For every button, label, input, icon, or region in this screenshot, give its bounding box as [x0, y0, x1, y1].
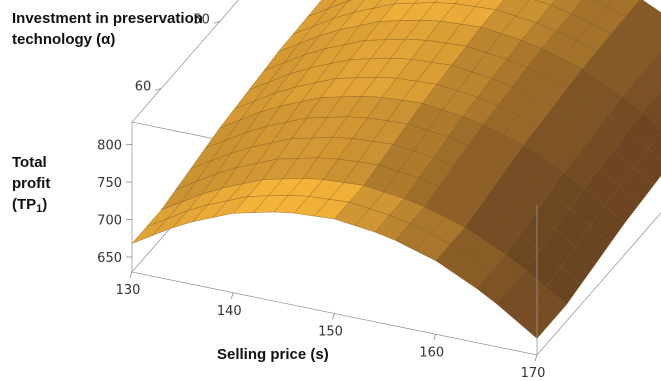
y-axis-label-line-2: technology (α)	[12, 31, 116, 48]
profit-surface	[131, 0, 661, 339]
y-tick-mark	[155, 88, 162, 91]
x-tick-mark	[230, 292, 234, 299]
surface-patch	[131, 218, 168, 244]
box-edge	[131, 0, 239, 123]
z-tick-label: 800	[97, 139, 122, 154]
y-axis-label-line-1: Investment in preservation	[12, 10, 203, 27]
surface-patch	[657, 89, 661, 98]
y-tick-label: 60	[135, 79, 152, 94]
z-axis-label-subscript: 1	[36, 203, 43, 215]
x-axis-label: Selling price (s)	[217, 346, 329, 363]
x-tick-label: 140	[217, 304, 242, 319]
x-tick-mark	[129, 271, 133, 279]
x-tick-label: 170	[521, 366, 546, 381]
x-tick-mark	[332, 313, 335, 320]
z-axis-label-line-3: (TP1)	[12, 194, 92, 217]
z-axis-label-line-1: Total	[12, 154, 47, 171]
axis-ticks: 13014015016017030405060650700750800	[97, 12, 546, 381]
box-edge	[536, 212, 661, 356]
x-tick-mark	[433, 334, 437, 341]
y-axis-label: Investment in preservation technology (α…	[12, 8, 312, 50]
z-axis-label: Total profit (TP1)	[12, 152, 92, 217]
z-tick-label: 700	[97, 214, 122, 229]
x-tick-label: 130	[116, 283, 141, 298]
z-axis-label-tp: (TP	[12, 196, 37, 213]
x-tick-label: 160	[419, 345, 444, 360]
surface-patch	[651, 50, 661, 69]
z-axis-label-close: )	[42, 196, 48, 213]
x-tick-label: 150	[318, 325, 343, 340]
z-tick-label: 650	[97, 251, 122, 266]
z-tick-label: 750	[97, 176, 122, 191]
y-tick-mark	[213, 20, 220, 24]
y-tick-label: 50	[193, 12, 210, 27]
x-tick-mark	[534, 354, 538, 362]
z-axis-label-line-2: profit	[12, 175, 51, 192]
